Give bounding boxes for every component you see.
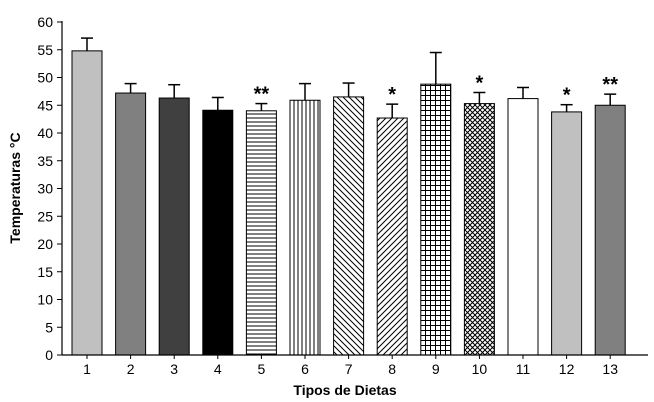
bar [115,92,147,356]
y-tick-label: 40 [37,125,53,141]
bar [463,103,495,356]
y-tick-label: 45 [37,97,53,113]
x-tick-label: 13 [602,361,618,377]
bar [71,50,103,356]
bar [551,111,583,356]
x-tick-label: 6 [301,361,309,377]
bar [333,96,365,356]
y-tick-label: 0 [45,347,53,363]
x-tick-label: 7 [345,361,353,377]
y-tick-label: 15 [37,264,53,280]
bar [594,104,626,356]
y-tick-label: 30 [37,181,53,197]
x-tick-label: 11 [516,361,531,377]
bar [245,110,277,356]
x-tick-label: 4 [214,361,222,377]
y-tick-label: 55 [37,42,53,58]
bar [420,83,452,356]
y-tick-label: 35 [37,153,53,169]
x-tick-label: 8 [388,361,396,377]
y-tick-label: 50 [37,70,53,86]
x-tick-label: 1 [83,361,91,377]
y-tick-label: 25 [37,208,53,224]
bar [158,97,190,356]
bar [376,117,408,356]
x-tick-label: 3 [170,361,178,377]
y-axis-title: Temperaturas °C [7,132,23,243]
significance-label: * [476,72,484,94]
y-tick-label: 5 [45,319,53,335]
significance-label: * [563,85,571,107]
x-tick-label: 10 [472,361,488,377]
x-tick-label: 12 [559,361,575,377]
bar [289,99,321,356]
y-tick-label: 60 [37,14,53,30]
bar [507,98,539,356]
x-axis-title: Tipos de Dietas [293,382,396,398]
significance-label: * [388,84,396,106]
bar [202,109,234,356]
x-tick-label: 5 [258,361,266,377]
y-tick-label: 10 [37,292,53,308]
x-tick-label: 9 [432,361,440,377]
x-tick-label: 2 [127,361,135,377]
significance-label: ** [254,84,270,106]
significance-label: ** [602,74,618,96]
y-tick-label: 20 [37,236,53,252]
